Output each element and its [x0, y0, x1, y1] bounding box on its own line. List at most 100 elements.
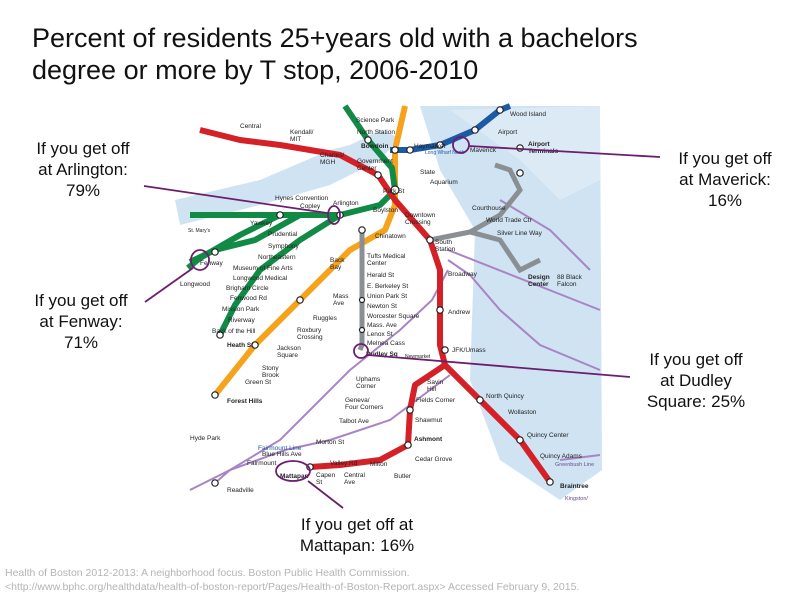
chart-title: Percent of residents 25+years old with a… [32, 22, 772, 86]
label-haymarket: Haymarket [414, 143, 446, 150]
label-boylston: Boylston [373, 207, 398, 214]
label-jackson-square-2: Square [277, 352, 298, 359]
label-downtown-crossing: Downtown [405, 212, 436, 219]
label-prudential: Prudential [268, 231, 298, 238]
label-tufts-2: Center [367, 260, 387, 267]
source-line-2: <http://www.bphc.org/healthdata/health-o… [5, 581, 580, 593]
label-lenox-st: Lenox St [367, 331, 393, 338]
maverick-leader [468, 145, 661, 158]
label-valley-rd: Valley Rd [330, 460, 358, 467]
label-central: Central [240, 123, 262, 130]
label-mgh: MGH [320, 159, 335, 166]
label-savin-hill: Savin [427, 379, 444, 386]
label-fairmount-line: Fairmount Line [258, 445, 302, 452]
callout-dudley-line-2: at Dudley [660, 371, 732, 390]
arlington-leader [143, 185, 328, 214]
label-longwood: Longwood [180, 281, 210, 288]
label-greenbush: Greenbush Line [555, 462, 594, 468]
label-savin-hill-2: Hill [427, 386, 437, 393]
callout-mattapan-value: Mattapan: 16% [299, 536, 415, 555]
label-uphams-2: Corner [356, 383, 377, 390]
label-northeastern: Northeastern [258, 254, 296, 261]
label-ashmont: Ashmont [414, 436, 443, 443]
label-quincy-adams: Quincy Adams [540, 453, 583, 460]
label-back-of-hill: Back of the Hill [212, 328, 256, 335]
boston-harbor [450, 106, 600, 200]
dudley-highlight [353, 343, 369, 359]
label-fields-corner: Fields Corner [416, 397, 456, 404]
label-world-trade: World Trade Ctr [486, 217, 533, 224]
callout-maverick-value: 16% [707, 191, 743, 210]
label-state: State [420, 169, 436, 176]
highlight-circles [190, 136, 470, 482]
callout-mattapan: If you get off at Mattapan: 16% [282, 514, 432, 556]
commuter-rail-lines [189, 199, 601, 491]
label-symphony: Symphony [268, 243, 299, 250]
label-kingston: Kingston/ [565, 496, 588, 502]
label-fenwood: Fenwood Rd [230, 295, 267, 302]
label-blue-hill: Blue Hills Ave [262, 451, 302, 458]
title-line-1: Percent of residents 25+years old with a… [32, 23, 638, 53]
source-citation: Health of Boston 2012-2013: A neighborho… [5, 566, 579, 594]
callout-arlington: If you get off at Arlington: 79% [22, 138, 144, 201]
label-uphams: Uphams [356, 376, 381, 383]
label-hyde-park: Hyde Park [190, 435, 221, 442]
label-mit: MIT [290, 136, 301, 143]
label-readville: Readville [227, 487, 254, 494]
label-newton-st: Newton St [367, 303, 397, 310]
label-south-station-2: Station [435, 246, 456, 253]
label-government-center-2: Center [357, 165, 377, 172]
label-stony-brook-2: Brook [262, 372, 280, 379]
label-geneva: Geneva/ [345, 397, 370, 404]
label-worcester-sq: Worcester Square [367, 313, 420, 320]
label-fairmount: Fairmount [247, 460, 276, 467]
label-park-st: Park St [383, 188, 405, 195]
label-green-st: Green St [245, 379, 271, 386]
callout-dudley-line-1: If you get off [649, 350, 743, 369]
callout-dudley: If you get off at Dudley Square: 25% [634, 349, 758, 412]
label-hynes: Hynes Convention [275, 195, 328, 202]
label-charles: Charles/ [320, 152, 344, 159]
label-downtown-crossing-2: Crossing [405, 219, 431, 226]
label-bowdoin: Bowdoin [361, 143, 388, 150]
mattapan-leader [307, 480, 344, 509]
label-central-ave-2: Ave [344, 479, 355, 486]
label-north-station: North Station [357, 129, 395, 136]
callout-maverick-line-2: at Maverick: [679, 170, 771, 189]
label-capen-st-2: St [316, 479, 322, 486]
label-brigham: Brigham Circle [226, 285, 269, 292]
fenway-highlight [190, 249, 210, 271]
label-andrew: Andrew [448, 309, 470, 316]
label-tufts: Tufts Medical [367, 253, 406, 260]
label-stony-brook: Stony [262, 365, 279, 372]
label-geneva-2: Four Corners [345, 404, 384, 411]
label-talbot-ave: Talbot Ave [339, 418, 369, 425]
callout-mattapan-line-1: If you get off at [300, 515, 414, 534]
mattapan-highlight [275, 460, 311, 482]
label-milton: Milton [370, 461, 388, 468]
label-mass-ave-sl: Mass. Ave [367, 322, 397, 329]
label-chinatown: Chinatown [375, 233, 406, 240]
station-labels: Science Park North Station Central Kenda… [180, 111, 594, 502]
callout-dudley-value: Square: 25% [646, 392, 746, 411]
label-museum: Museum of Fine Arts [233, 265, 293, 272]
label-roxbury-crossing: Roxbury [297, 327, 322, 334]
label-mission-park: Mission Park [222, 306, 260, 313]
label-melnea-cass: Melnea Cass [367, 340, 406, 347]
maverick-highlight [452, 136, 470, 154]
label-union-park: Union Park St [367, 293, 407, 300]
silver-line [357, 162, 542, 351]
label-fenway: Fenway [200, 260, 224, 267]
label-back-bay: Back [330, 257, 345, 264]
callout-maverick-line-1: If you get off [678, 149, 772, 168]
label-newmarket: Newmarket [405, 354, 431, 360]
label-long-wharf: Long Wharf North [425, 150, 465, 156]
label-north-quincy: North Quincy [486, 393, 525, 400]
harbor-water [325, 106, 602, 500]
callout-fenway-line-2: at Fenway: [39, 312, 123, 331]
callout-maverick: If you get off at Maverick: 16% [663, 148, 787, 211]
label-butler: Butler [394, 473, 412, 480]
label-yawkey: Yawkey [250, 220, 273, 227]
callout-fenway-line-1: If you get off [34, 291, 128, 310]
